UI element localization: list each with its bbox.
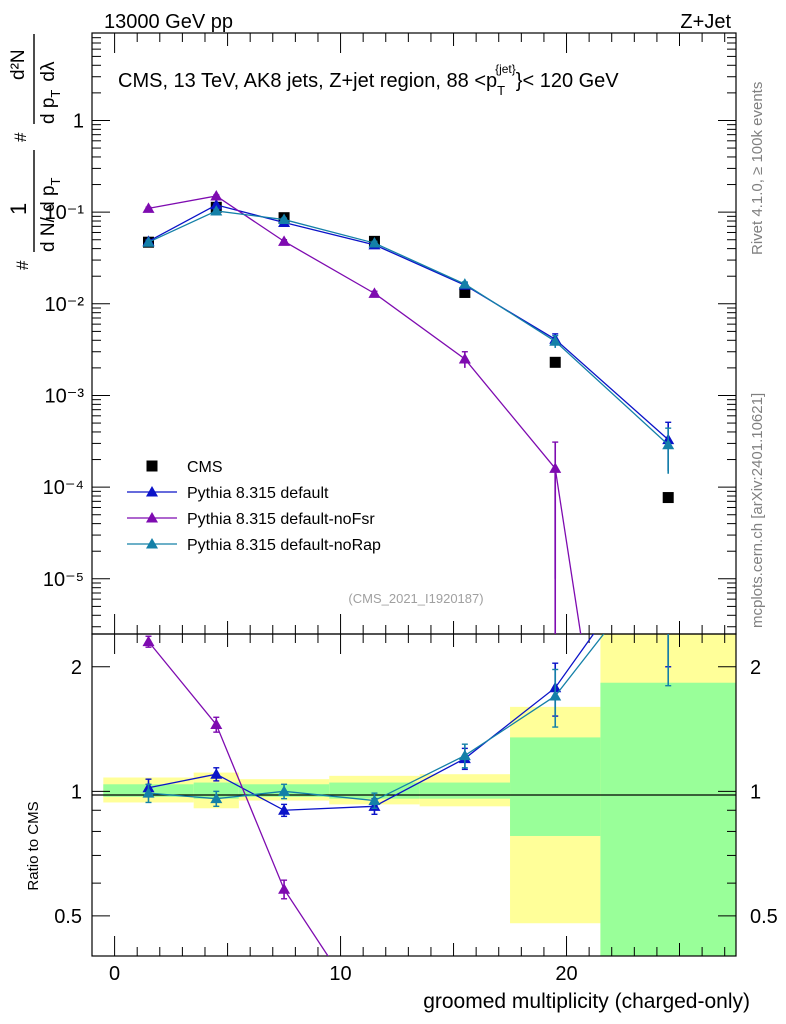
ratio-marker-2-0 [142,787,155,798]
main-line-2 [148,195,582,634]
ratio-marker-1-0 [142,635,155,647]
main-marker-1-1 [210,198,223,210]
band-green-6 [600,682,736,956]
plot-title-suffix: }< 120 GeV [516,70,620,92]
rivet-label: Rivet 4.1.0, ≥ 100k events [749,82,766,255]
ylabel-den: d N/ d pT [38,177,63,252]
ratio-ytick-label-right-2: 2 [750,657,761,679]
cms-point-5 [549,356,561,368]
plot-title-sub: T [497,83,505,98]
main-line-1 [148,204,669,441]
main-marker-3-3 [368,237,381,248]
ratio-marker-1-1 [210,718,223,730]
main-line-3 [148,210,669,446]
ylabel-frac2-den-sub: T [48,90,63,98]
main-ylabel: # 1 d N/ d pT # d²N d pTdλ [6,34,63,270]
ratio-marker-2-1 [210,792,223,804]
ratio-ytick-label-left-2: 2 [71,657,82,679]
ylabel-frac2-den-text: d p [38,98,59,124]
plot-title-prefix: CMS, 13 TeV, AK8 jets, Z+jet region, 88 … [118,70,497,92]
legend-label-1: Pythia 8.315 default [187,485,329,502]
ratio-marker-2-3 [368,794,381,806]
ratio-marker-2-4 [458,749,471,761]
plot-title: CMS, 13 TeV, AK8 jets, Z+jet region, 88 … [118,62,619,98]
xtick-label-1: 10 [329,963,351,985]
main-marker-2-2 [278,235,291,246]
main-marker-3-0 [142,236,155,247]
cms-point-4 [459,286,471,298]
legend-label-2: Pythia 8.315 default-noFsr [187,511,375,528]
ratio-ytick-label-right-1: 1 [750,781,761,803]
main-marker-3-5 [549,335,562,346]
main-marker-3-2 [278,213,291,225]
ylabel-hash1: # [13,260,32,270]
ratio-ytick-label-left-1: 1 [71,781,82,803]
ratio-marker-2-2 [278,785,291,796]
main-marker-2-4 [458,352,471,364]
mcplots-label: mcplots.cern.ch [arXiv:2401.10621] [749,393,766,628]
ylabel-den-sub: T [48,177,63,185]
xtick-label-2: 20 [555,963,577,985]
main-ytick-label-1: 10⁻¹ [45,202,85,224]
band-green-4 [419,782,511,799]
analysis-id: (CMS_2021_I1920187) [348,591,483,606]
ratio-ytick-label-right-0: 0.5 [750,906,778,928]
main-marker-2-1 [210,189,223,201]
legend-marker-3 [146,538,158,549]
ratio-bands [103,634,736,956]
ylabel-frac2-num: d²N [8,49,29,80]
ratio-marker-0-2 [278,804,291,815]
ylabel-hash2: # [11,132,30,142]
main-ytick-label-5: 10⁻⁵ [43,569,84,591]
legend-marker-2 [146,512,158,523]
legend-marker-1 [146,486,158,497]
legend-label-0: CMS [187,459,223,476]
legend-label-3: Pythia 8.315 default-noRap [187,537,381,554]
header-left: 13000 GeV pp [104,11,233,33]
xtick-label-0: 0 [109,963,120,985]
ylabel-frac2-den-tail: dλ [38,61,59,82]
ratio-marker-0-1 [210,768,223,779]
main-ytick-label-3: 10⁻³ [45,385,85,407]
main-marker-2-0 [142,202,155,213]
x-axis-label: groomed multiplicity (charged-only) [423,990,750,1013]
main-marker-2-3 [368,287,381,298]
legend: CMS Pythia 8.315 default Pythia 8.315 defa… [127,459,381,554]
ratio-ylabel: Ratio to CMS [25,801,42,890]
ylabel-frac2-den: d pTdλ [38,61,63,124]
cms-point-6 [662,492,674,504]
ylabel-den-text: d N/ d p [38,185,59,252]
main-ytick-label-0: 1 [73,110,84,132]
ratio-series [142,523,674,1024]
ylabel-frac-num: 1 [6,203,31,215]
main-marker-2-5 [549,462,562,473]
header-right: Z+Jet [680,11,731,33]
band-green-5 [510,737,601,836]
axis-ticks: 110⁻¹10⁻²10⁻³10⁻⁴10⁻⁵0.5 0.51 12 20 10 20 [43,32,778,985]
ratio-marker-1-2 [278,883,291,894]
main-marker-3-4 [458,278,471,289]
plot-title-sup: {jet} [495,62,516,76]
main-marker-3-6 [662,438,675,450]
ratio-line-1 [147,641,329,956]
ratio-marker-2-5 [549,689,562,701]
main-ytick-label-2: 10⁻² [45,294,85,316]
main-series [142,189,675,634]
ratio-marker-0-6 [662,523,674,534]
legend-marker-cms [146,460,158,472]
ratio-ytick-label-left-0: 0.5 [54,906,82,928]
main-marker-3-1 [210,204,223,216]
main-ytick-label-4: 10⁻⁴ [43,477,84,499]
ratio-marker-1-3 [368,1021,380,1024]
ratio-marker-2-6 [662,545,674,556]
